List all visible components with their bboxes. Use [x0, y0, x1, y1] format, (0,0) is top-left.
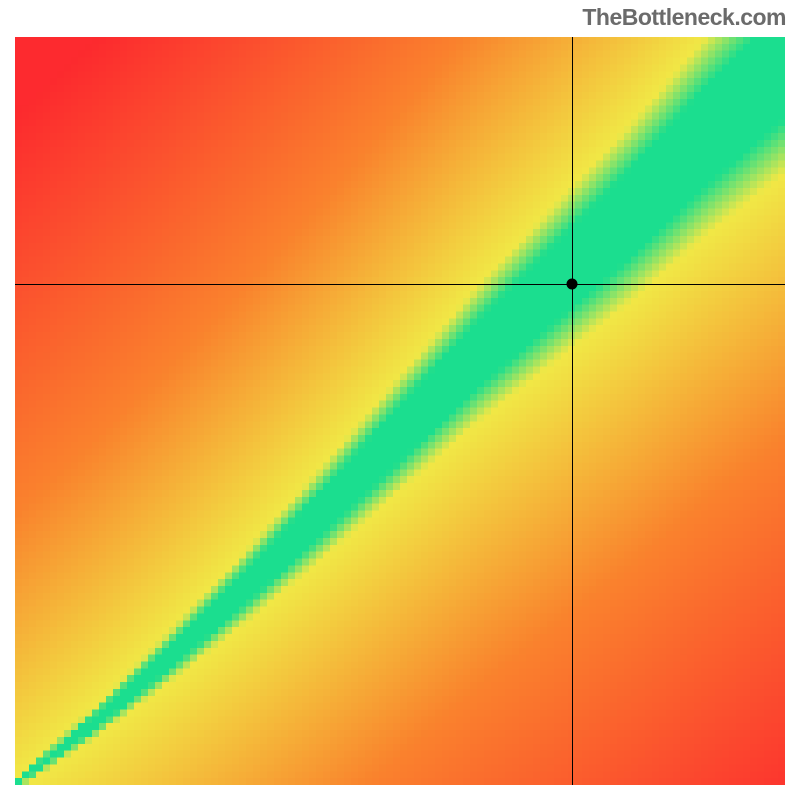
watermark-text: TheBottleneck.com: [582, 4, 786, 31]
bottleneck-heatmap: [15, 37, 785, 785]
heatmap-canvas: [15, 37, 785, 785]
